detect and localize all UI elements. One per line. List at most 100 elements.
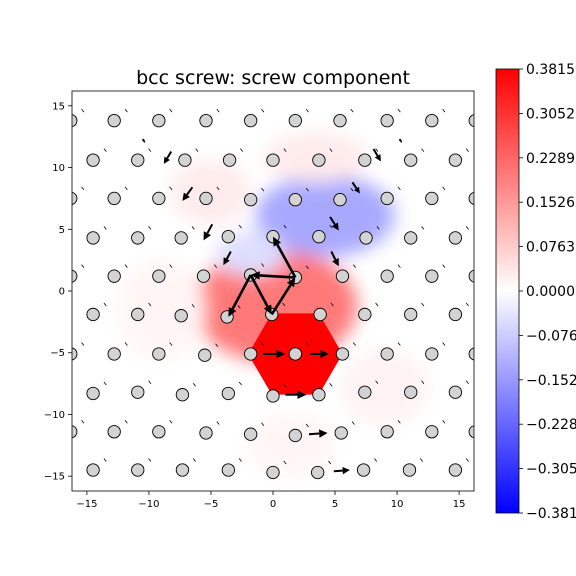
atom-marker bbox=[425, 347, 439, 361]
atom-marker bbox=[196, 269, 211, 283]
atom-marker bbox=[380, 425, 394, 439]
colorbar-ticks: 0.3815 0.3052 0.2289 0.1526 0.0763 0.0000 −0.0… bbox=[519, 62, 576, 522]
displacement-arrow bbox=[270, 277, 296, 316]
atom-marker bbox=[468, 347, 474, 361]
x-tick-label: 10 bbox=[391, 499, 404, 510]
atom-marker bbox=[468, 269, 474, 283]
displacement-arrow bbox=[203, 223, 214, 241]
colorbar-tick-label: −0.1526 bbox=[526, 373, 576, 389]
atom-marker bbox=[266, 465, 280, 480]
atom-marker bbox=[311, 465, 325, 480]
atom-marker bbox=[152, 347, 166, 361]
atom-marker bbox=[221, 230, 235, 244]
field-blob bbox=[341, 350, 429, 425]
atom-marker bbox=[72, 425, 78, 439]
minor-arrow bbox=[465, 302, 469, 307]
atom-marker bbox=[131, 307, 145, 322]
minor-arrow bbox=[148, 148, 152, 152]
atom-marker bbox=[333, 192, 347, 207]
atom-marker bbox=[72, 191, 78, 205]
minor-arrow bbox=[330, 302, 334, 307]
minor-arrow bbox=[421, 302, 425, 307]
atom-marker bbox=[131, 385, 145, 399]
minor-arrow bbox=[397, 108, 401, 113]
y-tick-label: 5 bbox=[59, 225, 65, 236]
minor-arrow bbox=[283, 148, 287, 152]
atom-marker bbox=[174, 309, 188, 323]
x-axis: −15 −10 −5 0 5 10 15 bbox=[76, 491, 465, 510]
minor-arrow bbox=[169, 186, 173, 191]
minor-arrow bbox=[282, 302, 286, 307]
minor-arrow bbox=[329, 224, 333, 229]
atom-marker bbox=[72, 347, 78, 361]
atom-marker bbox=[380, 113, 394, 128]
x-tick-label: 0 bbox=[270, 499, 276, 510]
minor-arrow bbox=[124, 342, 128, 346]
atom-marker bbox=[131, 463, 145, 477]
atom-marker bbox=[221, 463, 235, 477]
displacement-arrow bbox=[182, 186, 194, 201]
atom-marker bbox=[244, 192, 258, 207]
atom-marker bbox=[199, 113, 213, 128]
atom-marker bbox=[266, 389, 280, 403]
minor-arrow bbox=[465, 380, 469, 384]
minor-arrow bbox=[169, 342, 173, 346]
minor-arrow bbox=[148, 380, 152, 384]
minor-arrow bbox=[352, 264, 356, 268]
colorbar-tick-label: −0.3815 bbox=[526, 506, 576, 522]
atom-marker bbox=[404, 153, 418, 167]
y-tick-label: −15 bbox=[44, 472, 65, 483]
atom-marker bbox=[425, 425, 439, 439]
minor-arrow bbox=[124, 108, 128, 113]
minor-arrow bbox=[192, 458, 196, 462]
atom-marker bbox=[175, 463, 190, 477]
arrow-layer bbox=[141, 138, 403, 475]
colorbar-tick-label: 0.0000 bbox=[526, 284, 575, 300]
displacement-arrow bbox=[398, 138, 403, 143]
atom-marker bbox=[468, 191, 474, 205]
minor-arrow bbox=[216, 108, 220, 113]
minor-arrow bbox=[103, 381, 107, 386]
minor-arrow bbox=[486, 187, 488, 190]
minor-arrow bbox=[283, 460, 287, 465]
minor-arrow bbox=[442, 419, 446, 424]
minor-arrow bbox=[442, 342, 446, 346]
minor-arrow bbox=[81, 419, 85, 424]
atom-marker bbox=[468, 425, 474, 439]
minor-arrow bbox=[81, 342, 85, 346]
atom-marker bbox=[333, 113, 347, 128]
atom-marker bbox=[335, 269, 350, 283]
colorbar-tick-label: 0.3052 bbox=[526, 106, 575, 122]
colorbar-tick-label: −0.2289 bbox=[526, 417, 576, 433]
colorbar-tick-label: 0.2289 bbox=[526, 151, 575, 167]
colorbar-gradient bbox=[495, 68, 520, 514]
minor-arrow bbox=[442, 186, 446, 191]
minor-arrow bbox=[261, 108, 265, 113]
atom-marker bbox=[288, 113, 302, 128]
minor-arrow bbox=[148, 226, 152, 230]
minor-arrow bbox=[169, 108, 173, 113]
minor-arrow bbox=[238, 381, 242, 386]
minor-arrow bbox=[283, 224, 287, 229]
plot-area: −15 −10 −5 0 5 10 15 −15 −10 −5 0 5 10 15 bbox=[44, 90, 488, 510]
displacement-arrow bbox=[285, 390, 307, 399]
chart-title: bcc screw: screw component bbox=[136, 67, 410, 89]
minor-arrow bbox=[421, 380, 425, 384]
minor-arrow bbox=[375, 302, 379, 307]
minor-arrow bbox=[261, 187, 265, 192]
atom-marker bbox=[244, 347, 258, 361]
minor-arrow bbox=[421, 226, 425, 230]
atom-marker bbox=[358, 307, 372, 322]
atom-marker bbox=[312, 153, 326, 167]
atom-marker bbox=[72, 269, 78, 283]
atom-marker bbox=[358, 153, 372, 167]
minor-arrow bbox=[261, 342, 265, 346]
atom-marker bbox=[425, 113, 439, 128]
atom-marker bbox=[288, 428, 302, 443]
minor-arrow bbox=[375, 148, 379, 152]
atom-marker bbox=[86, 463, 100, 477]
colorbar-tick-label: 0.1526 bbox=[526, 195, 575, 211]
minor-arrow bbox=[81, 108, 85, 113]
minor-arrow bbox=[305, 342, 309, 346]
minor-arrow bbox=[465, 226, 469, 230]
